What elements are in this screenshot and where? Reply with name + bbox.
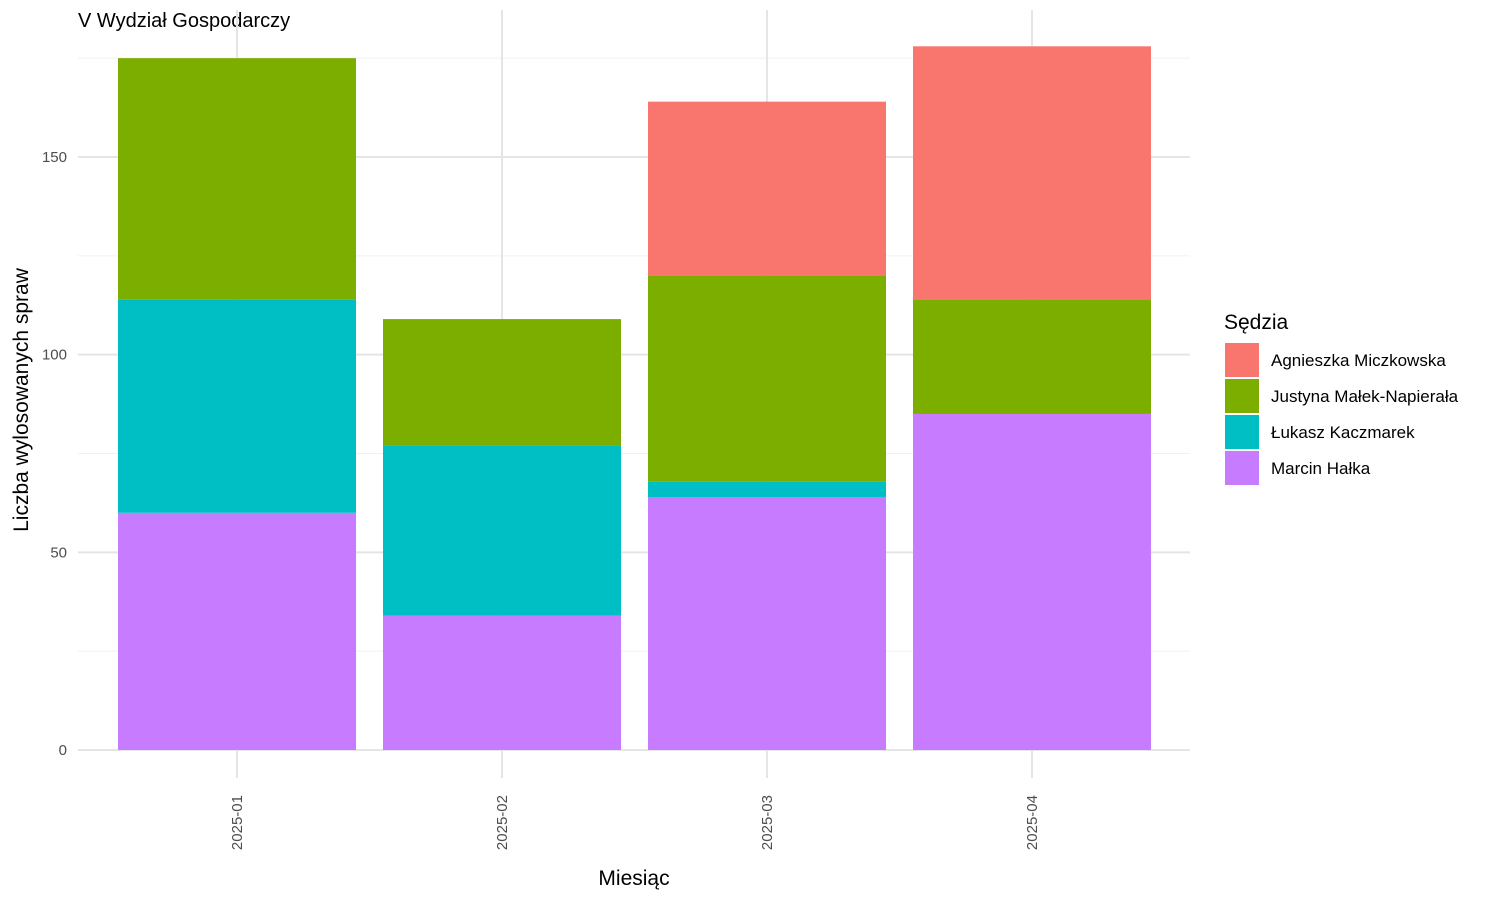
legend-key — [1225, 379, 1259, 413]
bar-segment — [383, 445, 621, 616]
bar-segment — [383, 319, 621, 446]
legend-item: Agnieszka Miczkowska — [1225, 343, 1446, 377]
y-axis-title: Liczba wylosowanych spraw — [10, 267, 33, 532]
x-axis-title: Miesiąc — [598, 867, 669, 890]
legend-key — [1225, 343, 1259, 377]
bar-segment — [913, 299, 1151, 414]
y-axis-ticks: 0 50 100 150 — [42, 149, 67, 759]
bar-segment — [648, 481, 886, 497]
legend-key — [1225, 415, 1259, 449]
legend: Sędzia Agnieszka Miczkowska Justyna Małek… — [1224, 311, 1459, 485]
bar-segment — [383, 615, 621, 750]
legend-label: Justyna Małek-Napierała — [1271, 387, 1459, 406]
legend-title: Sędzia — [1224, 311, 1289, 334]
x-axis-ticks: 2025-01 2025-02 2025-03 2025-04 — [229, 795, 1041, 850]
chart-title: V Wydział Gospodarczy — [78, 10, 290, 32]
x-tick-label: 2025-01 — [229, 795, 246, 850]
x-tick-label: 2025-02 — [494, 795, 511, 850]
legend-label: Łukasz Kaczmarek — [1271, 423, 1415, 442]
x-tick-label: 2025-03 — [759, 795, 776, 850]
bar-segment — [913, 46, 1151, 300]
bar-segment — [648, 101, 886, 276]
bar-segment — [118, 512, 356, 750]
bar-segment — [118, 58, 356, 300]
legend-item: Justyna Małek-Napierała — [1225, 379, 1459, 413]
bar-segment — [648, 496, 886, 750]
bar-segment — [118, 299, 356, 513]
y-tick-label: 100 — [42, 347, 67, 364]
y-tick-label: 0 — [59, 742, 67, 759]
legend-label: Marcin Hałka — [1271, 459, 1371, 478]
bar-segment — [913, 413, 1151, 750]
bars — [118, 46, 1151, 750]
legend-items: Agnieszka Miczkowska Justyna Małek-Napier… — [1225, 343, 1459, 485]
y-tick-label: 50 — [50, 544, 67, 561]
bar-segment — [648, 275, 886, 482]
legend-label: Agnieszka Miczkowska — [1271, 351, 1446, 370]
legend-item: Marcin Hałka — [1225, 451, 1371, 485]
legend-key — [1225, 451, 1259, 485]
y-tick-label: 150 — [42, 149, 67, 166]
x-tick-label: 2025-04 — [1024, 795, 1041, 850]
legend-item: Łukasz Kaczmarek — [1225, 415, 1415, 449]
